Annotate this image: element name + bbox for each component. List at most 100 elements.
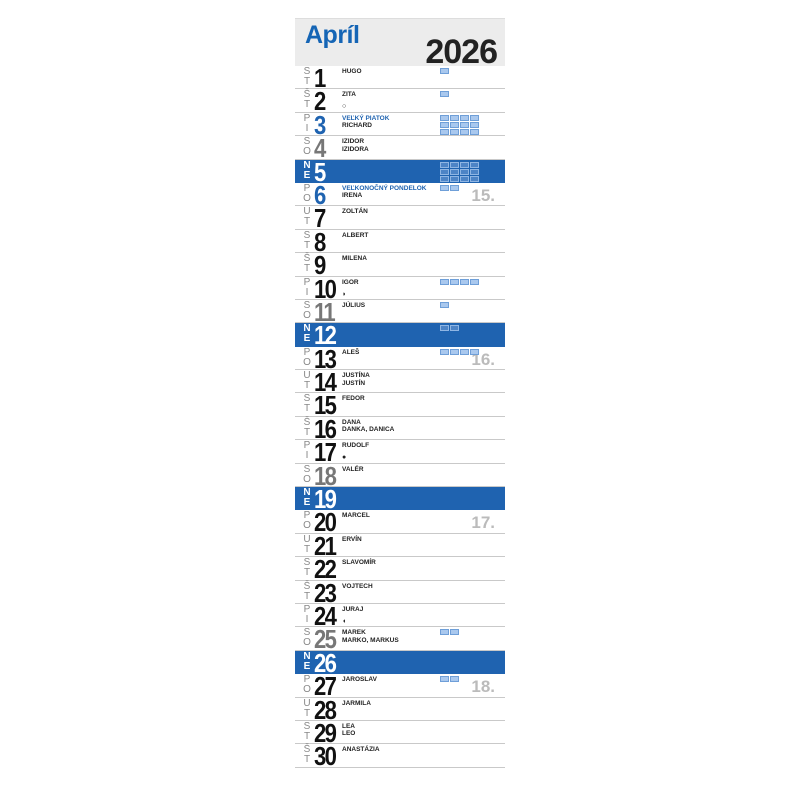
holiday-badge-icon bbox=[450, 325, 459, 332]
name-day: ALBERT bbox=[342, 231, 369, 239]
name-day: MAREK bbox=[342, 629, 366, 637]
day-row: S T 1 HUGO bbox=[295, 65, 505, 91]
country-holiday-badges bbox=[440, 325, 480, 332]
name-day: ANASTÁZIA bbox=[342, 746, 380, 754]
day-row: P O 20 MARCEL 17. bbox=[295, 509, 505, 535]
name-day: VEĽKONOČNÝ PONDELOK bbox=[342, 184, 427, 192]
holiday-badge-icon bbox=[470, 175, 479, 182]
name-days: SLAVOMÍR bbox=[342, 559, 376, 567]
name-day: JUSTÍN bbox=[342, 379, 366, 387]
name-day: SLAVOMÍR bbox=[342, 559, 376, 567]
holiday-badge-icon bbox=[440, 168, 449, 175]
name-days: DANA DANKA, DANICA bbox=[342, 419, 394, 434]
day-number: 3 bbox=[314, 109, 326, 140]
holiday-badge-icon bbox=[440, 325, 449, 332]
day-row: P I 10 IGOR ◗ bbox=[295, 276, 505, 302]
day-row: S T 22 SLAVOMÍR bbox=[295, 556, 505, 582]
name-days: RUDOLF bbox=[342, 442, 369, 450]
day-number: 11 bbox=[314, 296, 336, 327]
holiday-badge-icon bbox=[460, 121, 469, 128]
holiday-badge-icon bbox=[450, 175, 459, 182]
name-day: VEĽKÝ PIATOK bbox=[342, 114, 390, 122]
name-days: JAROSLAV bbox=[342, 676, 377, 684]
day-row: Š T 9 MILENA bbox=[295, 252, 505, 278]
day-number: 17 bbox=[314, 437, 337, 468]
name-days: JURAJ bbox=[342, 606, 363, 614]
holiday-badge-icon bbox=[460, 168, 469, 175]
holiday-badge-icon bbox=[440, 301, 449, 308]
holiday-badge-icon bbox=[450, 114, 459, 121]
name-days: ANASTÁZIA bbox=[342, 746, 380, 754]
country-holiday-badges bbox=[440, 278, 480, 285]
day-number: 5 bbox=[314, 156, 326, 187]
name-day: VALÉR bbox=[342, 465, 364, 473]
name-day: ZOLTÁN bbox=[342, 208, 368, 216]
name-day: JUSTÍNA bbox=[342, 372, 370, 380]
holiday-badge-icon bbox=[440, 121, 449, 128]
holiday-badge-icon bbox=[440, 184, 449, 191]
holiday-badge-icon bbox=[440, 348, 449, 355]
name-day: IZIDOR bbox=[342, 138, 365, 146]
holiday-badge-icon bbox=[440, 68, 449, 74]
moon-phase-icon: ◗ bbox=[342, 290, 347, 298]
country-holiday-badges bbox=[440, 161, 480, 182]
name-day: ERVÍN bbox=[342, 535, 362, 543]
holiday-badge-icon bbox=[440, 175, 449, 182]
holiday-badge-icon bbox=[470, 121, 479, 128]
day-number: 12 bbox=[314, 320, 337, 351]
day-row: P I 3 VEĽKÝ PIATOK RICHARD bbox=[295, 109, 505, 142]
day-row: Š T 30 ANASTÁZIA bbox=[295, 743, 505, 769]
day-number: 21 bbox=[314, 530, 337, 561]
name-days: ALEŠ bbox=[342, 349, 359, 357]
year-title: 2026 bbox=[425, 33, 498, 71]
name-days: LEA LEO bbox=[342, 723, 355, 738]
week-number: 17. bbox=[471, 513, 495, 533]
day-row: S O 4 IZIDOR IZIDORA bbox=[295, 135, 505, 161]
day-row: S T 15 FEDOR bbox=[295, 392, 505, 418]
name-day: ZITA bbox=[342, 91, 356, 99]
holiday-badge-icon bbox=[470, 128, 479, 135]
day-number: 7 bbox=[314, 203, 326, 234]
holiday-badge-icon bbox=[440, 128, 449, 135]
day-row: P I 24 JURAJ ◖ bbox=[295, 603, 505, 629]
holiday-badge-icon bbox=[440, 278, 449, 285]
day-row: Š T 23 VOJTECH bbox=[295, 577, 505, 608]
name-day: DANA bbox=[342, 418, 361, 426]
country-holiday-badges bbox=[440, 91, 480, 98]
country-holiday-badges bbox=[440, 676, 480, 683]
holiday-badge-icon bbox=[440, 629, 449, 636]
holiday-badge-icon bbox=[440, 676, 449, 683]
name-day: JURAJ bbox=[342, 605, 364, 613]
country-holiday-badges bbox=[440, 68, 480, 74]
name-day: VOJTECH bbox=[342, 582, 373, 590]
name-days: JUSTÍNA JUSTÍN bbox=[342, 372, 370, 387]
country-holiday-badges bbox=[440, 348, 480, 355]
day-row: S T 29 LEA LEO bbox=[295, 720, 505, 746]
name-days: ZITA bbox=[342, 91, 356, 99]
name-day: JARMILA bbox=[342, 699, 371, 707]
name-days: HUGO bbox=[342, 68, 362, 76]
country-holiday-badges bbox=[440, 301, 480, 308]
name-day: RUDOLF bbox=[342, 442, 370, 450]
holiday-badge-icon bbox=[460, 175, 469, 182]
day-number: 26 bbox=[314, 647, 337, 678]
day-row: P O 13 ALEŠ 16. bbox=[295, 346, 505, 372]
day-number: 23 bbox=[314, 577, 337, 608]
name-day: DANKA, DANICA bbox=[342, 426, 395, 434]
name-day: IGOR bbox=[342, 278, 359, 286]
